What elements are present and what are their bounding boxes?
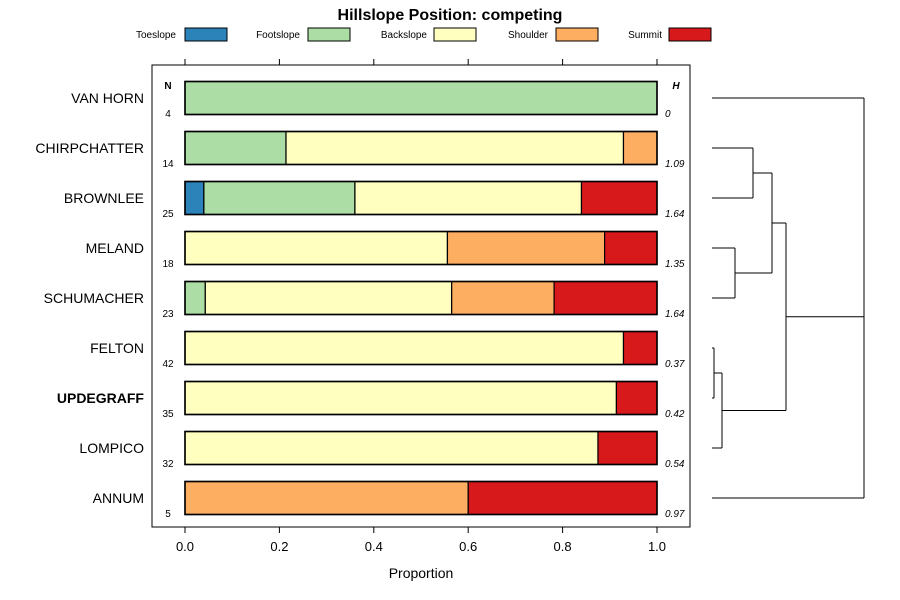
chart-title: Hillslope Position: competing — [338, 7, 563, 24]
bar-outline — [184, 80, 658, 116]
n-value: 25 — [162, 209, 174, 220]
bar-segment — [184, 330, 625, 366]
n-value: 4 — [165, 109, 171, 120]
n-value: 5 — [165, 509, 171, 520]
plot-border — [151, 64, 691, 528]
bar-segment — [184, 230, 449, 266]
dendrogram — [712, 97, 865, 499]
h-value: 1.64 — [665, 209, 685, 220]
bar-outline — [184, 280, 658, 316]
n-value: 14 — [162, 159, 174, 170]
bar-segment — [184, 180, 205, 216]
bar-segment — [446, 230, 606, 266]
legend-swatch-footslope — [307, 27, 351, 42]
bar-segment — [184, 280, 206, 316]
bar-outline — [184, 430, 658, 466]
category-labels: VAN HORN 4 0 CHIRPCHATTER 14 1.09 BROWNLEE 25 1.… — [35, 90, 685, 520]
n-value: 18 — [162, 259, 174, 270]
n-value: 42 — [162, 359, 174, 370]
bar-segment — [184, 380, 618, 416]
category-label: SCHUMACHER — [44, 290, 144, 306]
category-label: UPDEGRAFF — [57, 390, 145, 406]
n-value: 23 — [162, 309, 174, 320]
h-value: 1.09 — [665, 159, 685, 170]
bar-segment — [604, 230, 658, 266]
legend-swatch-backslope — [433, 27, 477, 42]
bar-segment — [203, 180, 356, 216]
x-axis-label: Proportion — [389, 565, 454, 581]
h-value: 0.42 — [665, 409, 685, 420]
bar-segment — [451, 280, 555, 316]
category-label: VAN HORN — [71, 90, 144, 106]
n-header: N — [164, 81, 171, 92]
bar-segment — [615, 380, 658, 416]
h-value: 0 — [665, 109, 671, 120]
h-value: 1.35 — [665, 259, 685, 270]
legend-swatch-summit — [668, 27, 712, 42]
legend-label-footslope: Footslope — [256, 30, 300, 41]
x-axis: 0.0 0.2 0.4 0.6 0.8 1.0 — [176, 59, 666, 554]
x-tick-label: 0.0 — [176, 539, 194, 554]
x-tick-label: 0.2 — [270, 539, 288, 554]
bar-segment — [184, 80, 658, 116]
legend-label-toeslope: Toeslope — [136, 30, 176, 41]
legend: Toeslope Footslope Backslope Shoulder Summit — [136, 27, 712, 42]
bar-segment — [184, 130, 287, 166]
bar-segment — [204, 280, 453, 316]
category-label: BROWNLEE — [64, 190, 144, 206]
bar-segment — [580, 180, 658, 216]
bar-outline — [184, 130, 658, 166]
bar-segment — [285, 130, 625, 166]
h-value: 0.54 — [665, 459, 685, 470]
bar-segment — [622, 330, 658, 366]
h-value: 0.97 — [665, 509, 685, 520]
n-value: 35 — [162, 409, 174, 420]
category-label: CHIRPCHATTER — [35, 140, 144, 156]
bar-segment — [597, 430, 658, 466]
bar-outline — [184, 230, 658, 266]
category-label: FELTON — [90, 340, 144, 356]
legend-swatch-toeslope — [184, 27, 228, 42]
h-value: 0.37 — [665, 359, 685, 370]
x-tick-label: 0.8 — [554, 539, 572, 554]
h-value: 1.64 — [665, 309, 685, 320]
category-label: ANNUM — [93, 490, 144, 506]
bar-segment — [354, 180, 583, 216]
x-tick-label: 0.6 — [459, 539, 477, 554]
bar-outline — [184, 330, 658, 366]
category-label: LOMPICO — [79, 440, 144, 456]
x-tick-label: 1.0 — [648, 539, 666, 554]
bar-segment — [184, 430, 599, 466]
bar-outline — [184, 180, 658, 216]
legend-label-shoulder: Shoulder — [508, 30, 549, 41]
bar-outline — [184, 480, 658, 516]
bar-segment — [467, 480, 658, 516]
legend-label-summit: Summit — [628, 30, 662, 41]
bars — [184, 80, 658, 516]
n-value: 32 — [162, 459, 174, 470]
legend-label-backslope: Backslope — [381, 30, 428, 41]
bar-outline — [184, 380, 658, 416]
category-label: MELAND — [86, 240, 144, 256]
bar-segment — [553, 280, 658, 316]
h-header: H — [672, 81, 680, 92]
bar-segment — [622, 130, 658, 166]
x-tick-label: 0.4 — [365, 539, 383, 554]
legend-swatch-shoulder — [555, 27, 599, 42]
bar-segment — [184, 480, 469, 516]
